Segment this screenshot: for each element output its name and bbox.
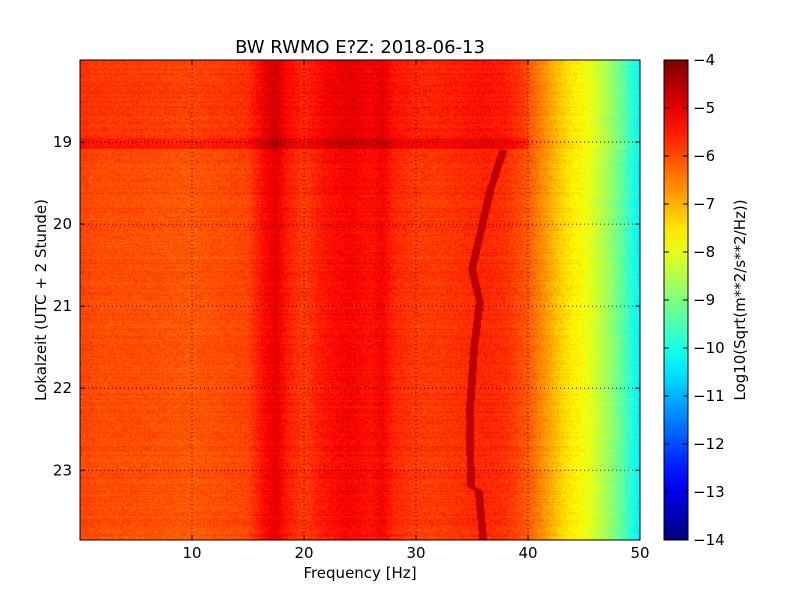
colorbar-tick-label: −4: [693, 51, 715, 69]
y-axis-label: Lokalzeit (UTC + 2 Stunde): [32, 199, 50, 401]
colorbar-tick-label: −7: [693, 195, 715, 213]
spectrogram-heatmap: [80, 60, 640, 540]
y-tick-label: 20: [53, 215, 72, 233]
colorbar-tick-label: −5: [693, 99, 715, 117]
x-tick-label: 40: [518, 544, 537, 562]
y-tick-label: 23: [53, 461, 72, 479]
colorbar-tick-label: −6: [693, 147, 715, 165]
x-axis: 10 20 30 40 50: [182, 60, 650, 562]
plot-frame: [79, 59, 641, 541]
colorbar-tick-label: −13: [693, 483, 725, 501]
y-tick-label: 22: [53, 379, 72, 397]
colorbar-tick-label: −9: [693, 291, 715, 309]
colorbar-ticks: −4 −5 −6 −7 −8 −9 −10 −11 −12 −13 −14: [664, 51, 725, 549]
y-tick-label: 19: [53, 133, 72, 151]
colorbar-tick-label: −10: [693, 339, 725, 357]
chart-title: BW RWMO E?Z: 2018-06-13: [235, 37, 485, 58]
x-tick-label: 10: [182, 544, 201, 562]
y-axis: 19 20 21 22 23: [53, 133, 640, 479]
colorbar-tick-label: −11: [693, 387, 725, 405]
plot-area: [79, 59, 641, 541]
x-tick-label: 50: [630, 544, 649, 562]
colorbar: −4 −5 −6 −7 −8 −9 −10 −11 −12 −13 −14 Log10(Sqrt(m…: [663, 51, 749, 549]
x-tick-label: 20: [294, 544, 313, 562]
colorbar-tick-label: −12: [693, 435, 725, 453]
y-tick-label: 21: [53, 297, 72, 315]
x-axis-label: Frequency [Hz]: [303, 564, 416, 582]
colorbar-tick-label: −8: [693, 243, 715, 261]
x-tick-label: 30: [406, 544, 425, 562]
colorbar-label: Log10(Sqrt(m**2/s**2/Hz)): [731, 199, 749, 400]
colorbar-tick-label: −14: [693, 531, 725, 549]
